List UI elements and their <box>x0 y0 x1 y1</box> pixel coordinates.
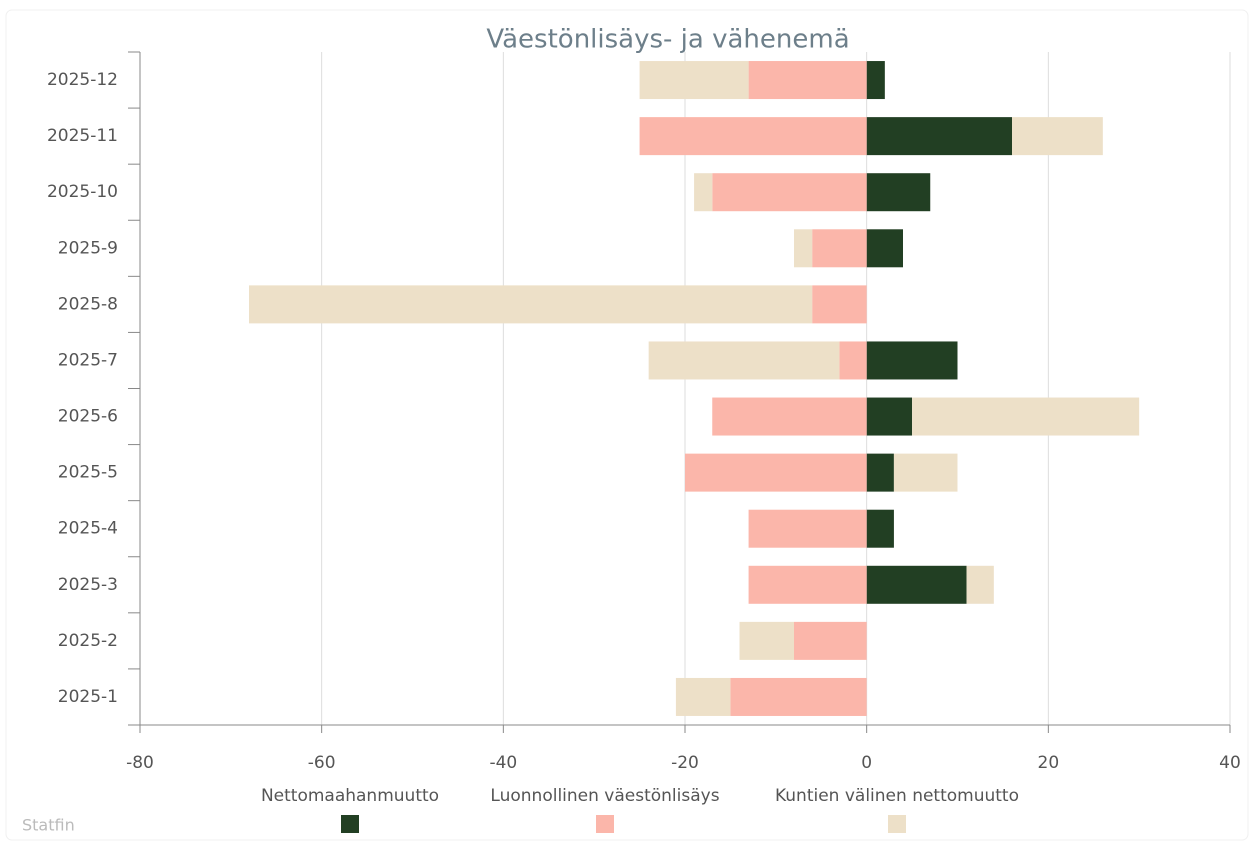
bar <box>748 509 867 548</box>
bar <box>748 565 867 604</box>
legend-label: Luonnollinen väestönlisäys <box>490 786 719 806</box>
bar <box>866 117 1012 156</box>
y-tick-label: 2025-3 <box>58 575 118 595</box>
bar <box>866 509 894 548</box>
bar <box>794 621 867 660</box>
bar <box>748 61 867 100</box>
y-tick-label: 2025-2 <box>58 631 118 651</box>
bar <box>839 341 867 380</box>
legend-swatch <box>341 815 359 833</box>
legend-swatch <box>596 815 614 833</box>
bar <box>812 229 867 268</box>
bar <box>1012 117 1103 156</box>
bar <box>694 173 713 212</box>
x-tick-label: -80 <box>126 753 154 773</box>
legend-label: Nettomaahanmuutto <box>261 786 439 806</box>
y-tick-label: 2025-5 <box>58 463 118 483</box>
bar <box>739 621 794 660</box>
bar <box>712 173 867 212</box>
bar <box>866 61 885 100</box>
bar <box>866 565 967 604</box>
y-tick-label: 2025-12 <box>47 70 118 90</box>
bar <box>866 173 931 212</box>
y-tick-label: 2025-11 <box>47 126 118 146</box>
y-tick-label: 2025-1 <box>58 687 118 707</box>
y-tick-label: 2025-10 <box>47 182 118 202</box>
bar <box>675 677 731 716</box>
bar <box>639 117 867 156</box>
legend-label: Kuntien välinen nettomuutto <box>775 786 1019 806</box>
bar <box>685 453 867 492</box>
y-tick-label: 2025-7 <box>58 350 118 370</box>
bar <box>249 285 813 324</box>
bar <box>639 61 749 100</box>
bar <box>866 341 958 380</box>
frame <box>5 9 1249 841</box>
bar <box>966 565 994 604</box>
x-tick-label: -40 <box>489 753 517 773</box>
x-tick-label: 20 <box>1038 753 1060 773</box>
y-tick-label: 2025-8 <box>58 294 118 314</box>
bar <box>893 453 958 492</box>
y-tick-label: 2025-6 <box>58 407 118 427</box>
credit: Statfin <box>22 816 75 835</box>
bar <box>730 677 867 716</box>
bar <box>712 397 867 436</box>
bar <box>812 285 867 324</box>
bar <box>866 397 913 436</box>
x-tick-label: -20 <box>671 753 699 773</box>
y-tick-label: 2025-4 <box>58 519 118 539</box>
bar <box>866 453 894 492</box>
y-tick-label: 2025-9 <box>58 238 118 258</box>
bar <box>794 229 813 268</box>
legend-swatch <box>888 815 906 833</box>
chart-title: Väestönlisäys- ja vähenemä <box>486 25 849 55</box>
bar <box>648 341 840 380</box>
x-tick-label: 40 <box>1219 753 1241 773</box>
bar <box>866 229 903 268</box>
bar <box>912 397 1140 436</box>
x-tick-label: 0 <box>861 753 872 773</box>
x-tick-label: -60 <box>308 753 336 773</box>
